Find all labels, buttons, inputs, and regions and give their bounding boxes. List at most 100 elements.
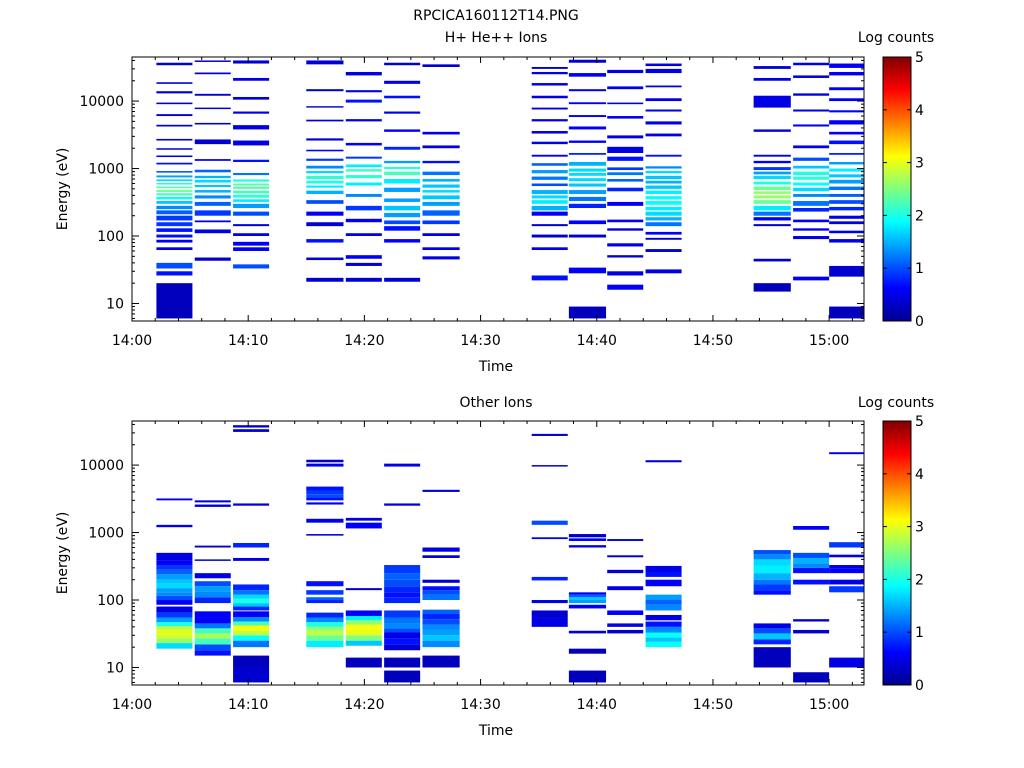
heatmap-cell — [233, 140, 270, 146]
x-tick-label: 14:10 — [228, 333, 268, 349]
heatmap-cell — [306, 211, 344, 216]
heatmap-cell — [384, 632, 421, 639]
heatmap-cell — [645, 196, 682, 200]
heatmap-cell — [384, 212, 421, 218]
heatmap-cell — [345, 182, 382, 186]
heatmap-cell — [194, 559, 231, 561]
heatmap-cell — [531, 141, 568, 145]
heatmap-cell — [156, 626, 193, 630]
heatmap-cell — [194, 650, 231, 656]
heatmap-cell — [345, 610, 382, 616]
heatmap-cell — [156, 215, 193, 221]
heatmap-cell — [233, 60, 270, 64]
heatmap-cell — [645, 63, 682, 67]
heatmap-cell — [607, 201, 644, 206]
heatmap-cell — [384, 579, 421, 587]
heatmap-cell — [753, 633, 791, 640]
heatmap-cell — [233, 211, 270, 216]
heatmap-cell — [306, 89, 344, 92]
heatmap-cell — [568, 102, 607, 105]
heatmap-cell — [753, 639, 791, 645]
heatmap-cell — [306, 222, 344, 227]
y-tick-label: 100 — [97, 229, 124, 245]
heatmap-cell — [194, 257, 231, 261]
heatmap-cell — [306, 158, 344, 161]
heatmap-cell — [422, 256, 460, 260]
heatmap-cell — [829, 120, 864, 125]
heatmap-cell — [607, 271, 644, 276]
heatmap-cell — [345, 620, 382, 625]
heatmap-cell — [233, 111, 270, 114]
heatmap-cell — [829, 230, 864, 234]
heatmap-cell — [194, 72, 231, 75]
heatmap-cell — [829, 239, 864, 243]
heatmap-cell — [306, 612, 344, 618]
heatmap-cell — [306, 502, 344, 505]
heatmap-cell — [753, 224, 791, 227]
heatmap-cell — [194, 229, 231, 234]
heatmap-cell — [345, 156, 382, 159]
heatmap-cell — [829, 152, 864, 155]
heatmap-cell — [233, 598, 270, 604]
x-tick-label: 15:00 — [809, 333, 849, 349]
heatmap-cell — [156, 524, 193, 528]
heatmap-cell — [156, 565, 193, 570]
heatmap-cell — [607, 219, 644, 223]
heatmap-cell — [156, 124, 193, 127]
heatmap-cell — [793, 165, 830, 169]
heatmap-cell — [233, 179, 270, 182]
heatmap-cell — [233, 617, 270, 622]
heatmap-cell — [384, 657, 421, 668]
heatmap-cell — [422, 555, 460, 558]
heatmap-cell — [306, 497, 344, 501]
heatmap-cell — [793, 228, 830, 231]
heatmap-cell — [384, 111, 421, 114]
heatmap-cell — [793, 145, 830, 149]
x-tick-label: 14:40 — [577, 697, 617, 713]
heatmap-cell — [306, 170, 344, 174]
heatmap-cell — [156, 638, 193, 644]
heatmap-cell — [568, 534, 607, 538]
heatmap-cell — [753, 565, 791, 574]
heatmap-cell — [156, 175, 193, 178]
heatmap-cell — [531, 83, 568, 86]
heatmap-cell — [607, 146, 644, 153]
heatmap-cell — [568, 592, 607, 595]
y-tick-label: 10000 — [79, 458, 124, 474]
heatmap-cell — [793, 552, 830, 558]
heatmap-cell — [568, 196, 607, 202]
colorbar-tick-label: 1 — [915, 625, 924, 641]
heatmap-cell — [156, 588, 193, 593]
heatmap-cell — [194, 179, 231, 183]
heatmap-cell — [384, 178, 421, 184]
heatmap-cell — [306, 277, 344, 282]
heatmap-cell — [194, 201, 231, 206]
heatmap-cell — [194, 628, 231, 634]
heatmap-cell — [156, 170, 193, 173]
heatmap-cell — [607, 255, 644, 258]
heatmap-cell — [306, 635, 344, 641]
heatmap-cell — [384, 226, 421, 231]
heatmap-cell — [829, 174, 864, 178]
heatmap-cell — [233, 606, 270, 611]
heatmap-cell — [753, 95, 791, 108]
heatmap-cell — [306, 626, 344, 631]
heatmap-cell — [384, 171, 421, 176]
panel-1-colorbar — [882, 56, 912, 322]
heatmap-cell — [829, 168, 864, 172]
heatmap-cell — [233, 159, 270, 163]
heatmap-cell — [607, 623, 644, 627]
colorbar-tick-label: 4 — [915, 103, 924, 119]
y-tick-label: 1000 — [88, 162, 124, 178]
heatmap-cell — [156, 643, 193, 649]
heatmap-cell — [233, 96, 270, 100]
x-tick-label: 14:30 — [460, 333, 500, 349]
colorbar-tick-label: 1 — [915, 261, 924, 277]
heatmap-cell — [384, 80, 421, 84]
heatmap-cell — [531, 176, 568, 180]
heatmap-cell — [568, 168, 607, 172]
heatmap-cell — [531, 617, 568, 627]
heatmap-cell — [793, 567, 830, 574]
heatmap-cell — [645, 269, 682, 274]
